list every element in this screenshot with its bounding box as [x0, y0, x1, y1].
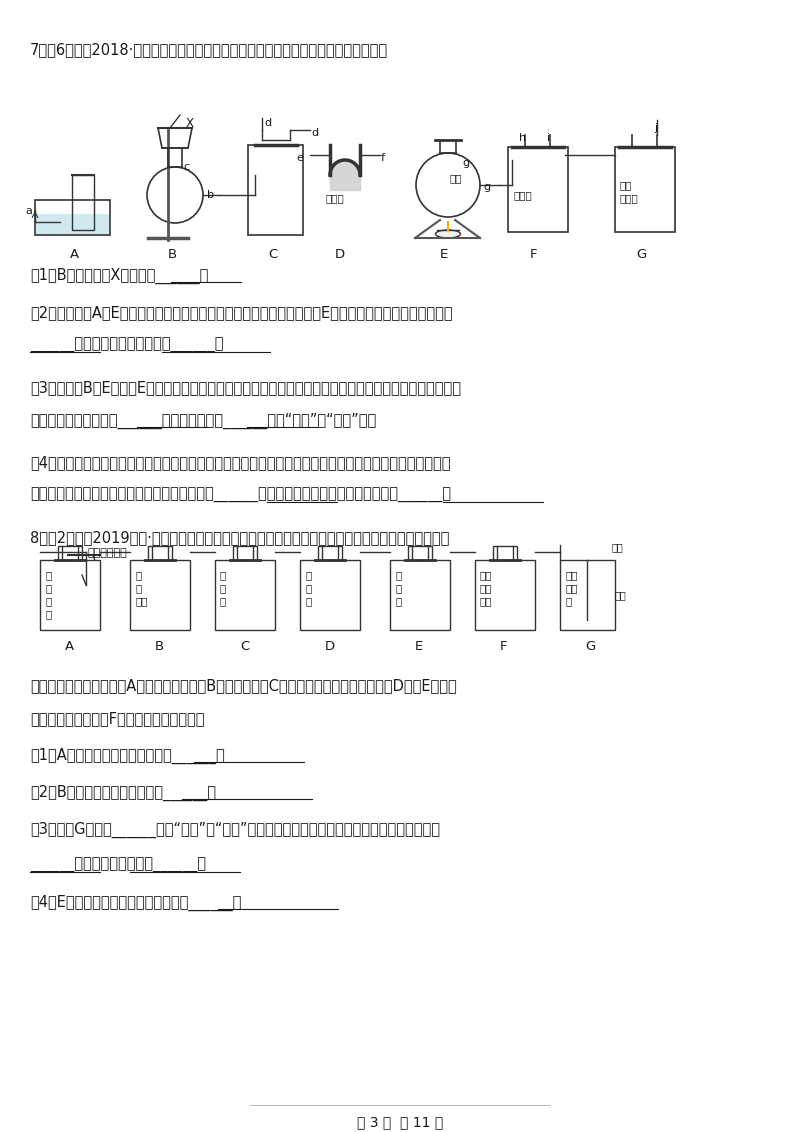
- Bar: [248, 145, 303, 235]
- Text: （2）B中白磷能够燃烧的原因是______；: （2）B中白磷能够燃烧的原因是______；: [30, 784, 216, 801]
- Text: （4）　实验室用大理石和稀盐酸制取并收集一瓶干燥的二氧化碗，同时检验二氧化碗。请按照气流流动（开: （4） 实验室用大理石和稀盐酸制取并收集一瓶干燥的二氧化碗，同时检验二氧化碗。请…: [30, 455, 450, 470]
- Bar: [58, 546, 82, 560]
- Text: 这种相同的试剂一般是______，该试剂的作用______（填“相同”或“不同”）。: 这种相同的试剂一般是______，该试剂的作用______（填“相同”或“不同”…: [30, 413, 376, 429]
- Text: G: G: [636, 248, 646, 261]
- Text: B: B: [168, 248, 177, 261]
- Text: 灰: 灰: [395, 583, 402, 593]
- Text: 紫色: 紫色: [480, 571, 493, 580]
- Text: 氧: 氧: [45, 583, 51, 593]
- Bar: [148, 546, 172, 560]
- Text: 石: 石: [305, 571, 311, 580]
- Text: （3）向装置B、E（此时E中去掉棉花）中分别加入药品都可以制得氧气，如果两个反应都用到同一种试剂，: （3）向装置B、E（此时E中去掉棉花）中分别加入药品都可以制得氧气，如果两个反应…: [30, 380, 461, 395]
- Text: 热: 热: [135, 571, 142, 580]
- Text: d: d: [311, 128, 318, 138]
- Text: ______，该反应的化学方程式为______。: ______，该反应的化学方程式为______。: [30, 338, 223, 353]
- Text: 稀: 稀: [220, 571, 226, 580]
- Text: 盐: 盐: [220, 583, 226, 593]
- Text: 石蕊: 石蕊: [480, 583, 493, 593]
- Text: X: X: [186, 117, 194, 130]
- Bar: [408, 546, 432, 560]
- Text: D: D: [335, 248, 345, 261]
- Text: 水: 水: [135, 583, 142, 593]
- Text: 碱石灰: 碱石灰: [325, 192, 344, 203]
- Text: 酸: 酸: [220, 597, 226, 606]
- Text: （1）A中发生反应的化学方程式为______。: （1）A中发生反应的化学方程式为______。: [30, 748, 225, 764]
- Text: 始到末尾）方向，用仪器接口字母表示连接顺序______；制取二氧化碗的化学反应方程式为______。: 始到末尾）方向，用仪器接口字母表示连接顺序______；制取二氧化碗的化学反应方…: [30, 488, 451, 503]
- Text: 隔板: 隔板: [612, 542, 624, 552]
- Text: j: j: [654, 123, 657, 132]
- Text: C: C: [268, 248, 278, 261]
- Text: G: G: [585, 640, 595, 653]
- Text: 7．（6分）（2018·单县模拟）下列是初中化学常见的仪器和装置，请回答相关问题。: 7．（6分）（2018·单县模拟）下列是初中化学常见的仪器和装置，请回答相关问题…: [30, 42, 388, 57]
- Text: 澄清: 澄清: [565, 571, 578, 580]
- Text: A: A: [70, 248, 79, 261]
- Text: F: F: [530, 248, 538, 261]
- Text: i: i: [547, 132, 550, 143]
- Bar: [475, 560, 535, 631]
- Text: E: E: [440, 248, 448, 261]
- Text: F: F: [500, 640, 507, 653]
- Text: 石灰: 石灰: [565, 583, 578, 593]
- Text: 小孔: 小孔: [615, 590, 626, 600]
- Bar: [493, 546, 517, 560]
- Bar: [233, 546, 257, 560]
- Text: 当打开分液漏斗活塞后，A中出现大量气泡，B中白磷燃烧，C中液面下降，稀盐酸逐渐进入D中。E处紫色: 当打开分液漏斗活塞后，A中出现大量气泡，B中白磷燃烧，C中液面下降，稀盐酸逐渐进…: [30, 678, 457, 693]
- Text: 8．（2分）（2019九上·江油期末）某化学兴趣小组进行如下组合实验，对二氧化碗的性质进行验证。: 8．（2分）（2019九上·江油期末）某化学兴趣小组进行如下组合实验，对二氧化碗…: [30, 530, 450, 544]
- Text: h: h: [519, 132, 526, 143]
- Text: 化: 化: [45, 597, 51, 606]
- Text: f: f: [381, 153, 385, 163]
- Text: g: g: [483, 182, 490, 192]
- Text: （2）若将装置A和E（药品为高锴酸钞）连接制取并收集氧气，其中装置E中的试管口略向下倾斜的目的是: （2）若将装置A和E（药品为高锴酸钞）连接制取并收集氧气，其中装置E中的试管口略…: [30, 305, 453, 320]
- Bar: [615, 147, 675, 232]
- Text: 锰: 锰: [45, 609, 51, 619]
- Ellipse shape: [435, 230, 461, 238]
- Text: c: c: [183, 162, 189, 172]
- Text: g: g: [462, 158, 469, 168]
- Bar: [318, 546, 342, 560]
- Text: 试液: 试液: [480, 597, 493, 606]
- Text: 浓硫酸: 浓硫酸: [514, 190, 533, 200]
- Text: b: b: [207, 190, 214, 200]
- Text: 灰: 灰: [305, 583, 311, 593]
- Bar: [35, 200, 110, 235]
- Bar: [508, 147, 568, 232]
- Text: e: e: [296, 153, 303, 163]
- Text: 过氧化氢溶液: 过氧化氢溶液: [88, 548, 128, 558]
- Text: 棉花: 棉花: [450, 173, 462, 183]
- Text: 石: 石: [305, 597, 311, 606]
- Text: （1）B装置中仪器X的名称是______。: （1）B装置中仪器X的名称是______。: [30, 268, 208, 284]
- Bar: [130, 560, 190, 631]
- Text: a: a: [25, 206, 32, 216]
- Text: （4）E处使紫色石蕊变成红色的物质是______；: （4）E处使紫色石蕊变成红色的物质是______；: [30, 895, 242, 911]
- Text: C: C: [240, 640, 250, 653]
- Text: 二: 二: [45, 571, 51, 580]
- Bar: [72, 175, 94, 230]
- Bar: [40, 560, 100, 631]
- Text: 石灰水: 石灰水: [620, 192, 638, 203]
- Text: ______，具有的化学性质是______。: ______，具有的化学性质是______。: [30, 858, 206, 873]
- Text: 石: 石: [395, 571, 402, 580]
- Text: 水: 水: [565, 597, 571, 606]
- Bar: [560, 560, 615, 631]
- Bar: [390, 560, 450, 631]
- Bar: [215, 560, 275, 631]
- Text: E: E: [415, 640, 423, 653]
- Text: D: D: [325, 640, 335, 653]
- Text: A: A: [65, 640, 74, 653]
- Text: 石蕊溶液变成红色，F处澄清石灰水变浑浊。: 石蕊溶液变成红色，F处澄清石灰水变浑浊。: [30, 711, 205, 726]
- Text: B: B: [155, 640, 164, 653]
- Bar: [300, 560, 360, 631]
- Text: 澄清: 澄清: [620, 180, 633, 190]
- Text: （3）　　G烧杯中______（填“上层”或“下层”）的腊烛先息灭，说明二氧化碗具有的物理性质是: （3） G烧杯中______（填“上层”或“下层”）的腊烛先息灭，说明二氧化碗具…: [30, 822, 440, 838]
- Bar: [36, 214, 109, 234]
- Text: 石: 石: [395, 597, 402, 606]
- Text: 白磷: 白磷: [135, 597, 147, 606]
- Text: d: d: [264, 118, 271, 128]
- Text: 第 3 页  共 11 页: 第 3 页 共 11 页: [357, 1115, 443, 1129]
